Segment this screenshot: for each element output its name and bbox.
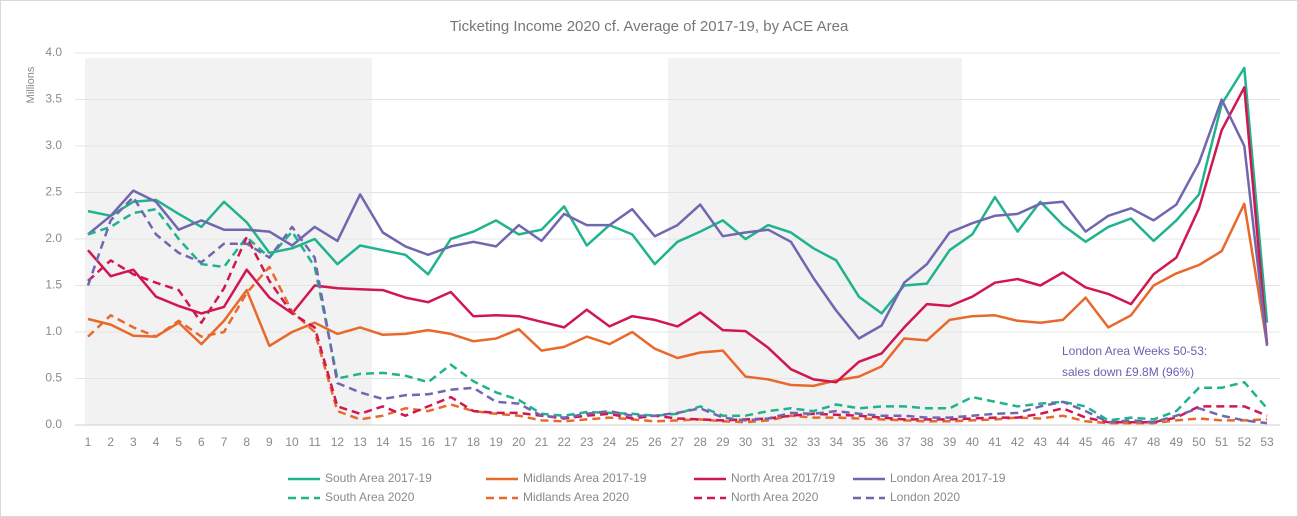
x-tick-label: 37 [898, 435, 912, 449]
x-tick-label: 26 [648, 435, 662, 449]
series-line [86, 195, 1268, 425]
legend-label: Midlands Area 2020 [523, 490, 629, 504]
x-tick-label: 29 [716, 435, 730, 449]
series-line [87, 66, 1269, 323]
x-tick-label: 48 [1147, 435, 1161, 449]
x-tick-label: 53 [1260, 435, 1274, 449]
y-tick-label: 1.5 [45, 278, 62, 292]
y-tick-label: 0.5 [45, 371, 62, 385]
x-tick-label: 3 [130, 435, 137, 449]
x-tick-label: 14 [376, 435, 390, 449]
y-axis-label: Millions [25, 66, 37, 103]
x-tick-label: 16 [421, 435, 435, 449]
x-tick-label: 25 [625, 435, 639, 449]
x-tick-label: 52 [1238, 435, 1252, 449]
x-tick-label: 35 [852, 435, 866, 449]
x-tick-label: 17 [444, 435, 458, 449]
x-tick-label: 24 [603, 435, 617, 449]
x-tick-label: 22 [557, 435, 571, 449]
x-tick-label: 31 [762, 435, 776, 449]
x-tick-label: 47 [1124, 435, 1138, 449]
x-tick-label: 51 [1215, 435, 1229, 449]
series-line [87, 86, 1269, 384]
legend-label: North Area 2020 [731, 490, 819, 504]
x-tick-label: 19 [489, 435, 503, 449]
x-tick-label: 49 [1170, 435, 1184, 449]
y-tick-label: 1.0 [45, 324, 62, 338]
series-line [87, 202, 1269, 388]
legend-label: South Area 2017-19 [325, 471, 432, 485]
x-tick-label: 10 [285, 435, 299, 449]
x-tick-label: 2 [107, 435, 114, 449]
x-tick-label: 18 [467, 435, 481, 449]
y-tick-label: 2.5 [45, 185, 62, 199]
x-tick-label: 27 [671, 435, 685, 449]
x-tick-label: 20 [512, 435, 526, 449]
x-tick-label: 13 [353, 435, 367, 449]
x-tick-label: 42 [1011, 435, 1025, 449]
x-tick-label: 34 [830, 435, 844, 449]
x-tick-label: 41 [988, 435, 1002, 449]
series-line [87, 265, 1268, 425]
x-tick-label: 45 [1079, 435, 1093, 449]
x-tick-label: 15 [399, 435, 413, 449]
y-tick-label: 3.5 [45, 92, 62, 106]
x-tick-label: 7 [221, 435, 228, 449]
x-tick-label: 4 [153, 435, 160, 449]
x-tick-label: 1 [85, 435, 92, 449]
x-tick-label: 36 [875, 435, 889, 449]
x-tick-label: 11 [308, 435, 321, 449]
x-tick-label: 44 [1056, 435, 1070, 449]
x-tick-label: 12 [331, 435, 345, 449]
y-tick-label: 4.0 [45, 45, 62, 59]
series-line [87, 235, 1268, 424]
legend-label: London 2020 [890, 490, 960, 504]
x-tick-label: 9 [266, 435, 273, 449]
x-tick-label: 30 [739, 435, 753, 449]
legend-label: North Area 2017/19 [731, 471, 835, 485]
shaded-band [85, 58, 372, 425]
y-tick-label: 0.0 [45, 417, 62, 431]
x-tick-label: 21 [535, 435, 549, 449]
x-tick-label: 23 [580, 435, 594, 449]
x-tick-label: 32 [784, 435, 798, 449]
x-tick-label: 8 [243, 435, 250, 449]
legend-label: South Area 2020 [325, 490, 415, 504]
x-tick-label: 33 [807, 435, 821, 449]
annotation: sales down £9.8M (96%) [1062, 365, 1194, 379]
chart-title: Ticketing Income 2020 cf. Average of 201… [450, 18, 849, 35]
x-tick-label: 6 [198, 435, 205, 449]
x-tick-label: 38 [920, 435, 934, 449]
x-tick-label: 43 [1034, 435, 1048, 449]
legend-label: London Area 2017-19 [890, 471, 1006, 485]
y-tick-label: 3.0 [45, 138, 62, 152]
legend-label: Midlands Area 2017-19 [523, 471, 647, 485]
x-tick-label: 5 [175, 435, 182, 449]
annotation: London Area Weeks 50-53: [1062, 344, 1207, 358]
y-tick-label: 2.0 [45, 231, 62, 245]
x-tick-label: 39 [943, 435, 957, 449]
shaded-band [668, 58, 962, 425]
series-line [87, 98, 1269, 347]
x-tick-label: 40 [966, 435, 980, 449]
x-tick-label: 50 [1192, 435, 1206, 449]
x-tick-label: 46 [1102, 435, 1116, 449]
x-tick-label: 28 [693, 435, 707, 449]
